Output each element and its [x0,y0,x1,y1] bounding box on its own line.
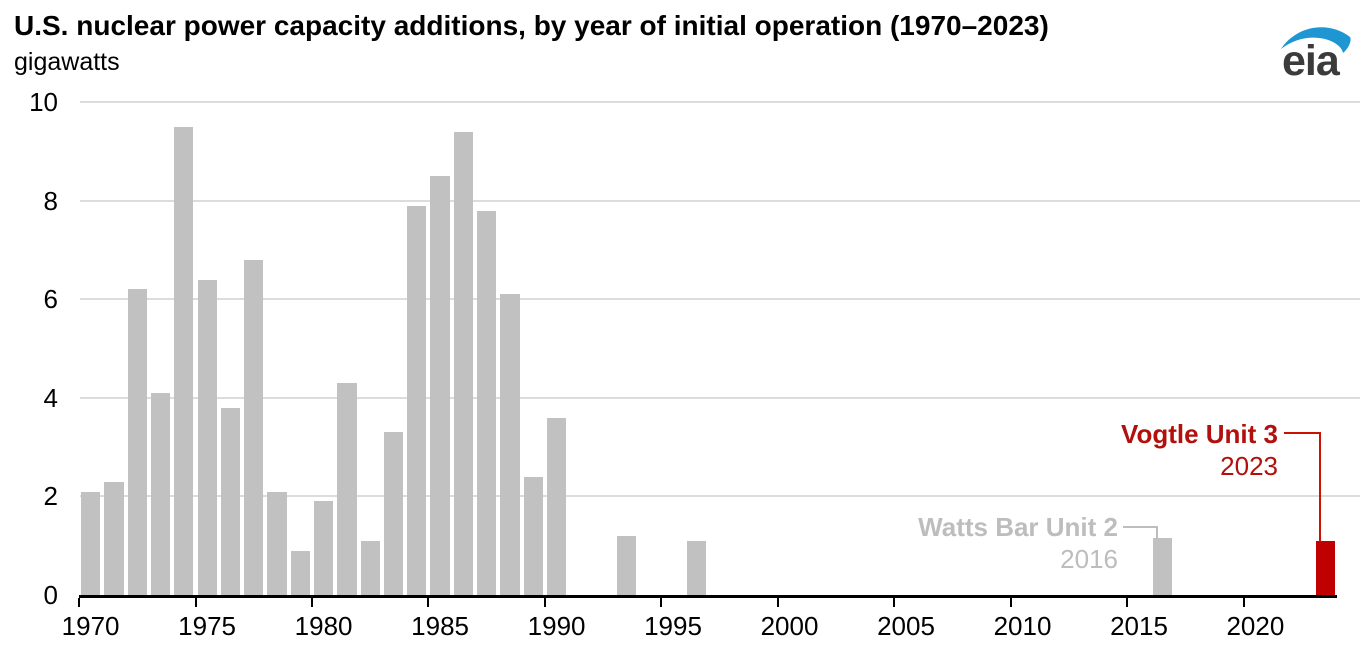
gridline-2 [80,495,1360,498]
x-tick-1980 [311,598,313,607]
x-tick-2010 [1009,598,1012,607]
gridline-10 [80,101,1360,103]
y-axis-unit-label: gigawatts [14,48,120,76]
bar-1985 [430,176,450,595]
vogtle-leader-line-vertical [1319,432,1321,542]
bar-1977 [244,259,264,595]
watts-bar-leader-line-vertical [1156,526,1158,539]
bar-1986 [453,131,473,595]
bar-2023 [1315,540,1335,595]
annotation-watts-bar: Watts Bar Unit 2 2016 [918,512,1118,576]
bar-1996 [686,540,706,595]
bar-1979 [290,550,310,595]
x-tick-1970 [78,598,80,607]
x-tick-label-2020: 2020 [1226,611,1285,641]
bar-1981 [337,383,357,595]
annotation-vogtle: Vogtle Unit 3 2023 [1121,419,1278,483]
gridline-4 [80,396,1360,399]
x-tick-label-1985: 1985 [411,611,470,641]
bar-1987 [477,210,497,595]
x-tick-label-1990: 1990 [527,611,586,641]
vogtle-leader-line-horizontal [1284,432,1320,434]
bar-1976 [220,407,241,595]
chart-title: U.S. nuclear power capacity additions, b… [14,10,1049,41]
y-tick-label-4: 4 [43,382,58,413]
x-tick-label-1975: 1975 [178,611,237,641]
eia-logo-text: eia [1282,37,1340,85]
y-tick-label-8: 8 [43,185,58,216]
bar-1990 [546,417,567,595]
x-tick-label-2005: 2005 [877,611,935,641]
x-tick-label-2015: 2015 [1110,611,1168,641]
bar-1988 [500,294,520,595]
x-tick-1975 [194,598,197,607]
x-tick-2020 [1242,598,1245,607]
annotation-vogtle-label: Vogtle Unit 3 [1121,419,1278,449]
bar-1973 [150,392,171,595]
x-tick-2015 [1126,598,1129,607]
x-tick-1985 [427,598,430,607]
bar-1993 [616,535,637,595]
watts-bar-leader-line-horizontal [1123,526,1158,528]
y-tick-label-0: 0 [43,580,58,610]
y-tick-label-10: 10 [29,87,58,117]
x-tick-2000 [776,598,779,607]
x-tick-1990 [543,598,546,607]
eia-logo: eia [1280,14,1358,84]
y-tick-label-2: 2 [43,481,58,512]
x-tick-label-2010: 2010 [993,611,1052,641]
annotation-vogtle-year: 2023 [1220,451,1278,481]
bar-2016 [1152,538,1172,595]
x-axis-line [79,595,1337,598]
bar-1971 [104,481,124,595]
bar-1970 [81,491,101,595]
bar-1983 [383,432,404,595]
bar-1978 [267,491,287,595]
x-tick-label-2000: 2000 [760,611,819,641]
bar-1974 [174,126,194,595]
bar-1972 [127,289,147,595]
bar-1980 [314,501,334,595]
eia-swoosh-icon [1281,27,1351,53]
x-tick-2005 [893,598,896,607]
bar-1989 [523,476,543,595]
x-tick-label-1980: 1980 [294,611,353,641]
gridline-6 [80,298,1360,301]
x-tick-label-1995: 1995 [644,611,702,641]
bar-1982 [360,540,380,595]
annotation-watts-bar-year: 2016 [1060,544,1118,574]
annotation-watts-bar-label: Watts Bar Unit 2 [918,512,1118,542]
x-tick-1995 [660,598,663,607]
x-tick-label-1970: 1970 [61,611,120,641]
gridline-8 [80,199,1360,202]
bar-1984 [407,205,427,595]
y-tick-label-6: 6 [43,284,58,315]
bar-1975 [197,279,217,595]
